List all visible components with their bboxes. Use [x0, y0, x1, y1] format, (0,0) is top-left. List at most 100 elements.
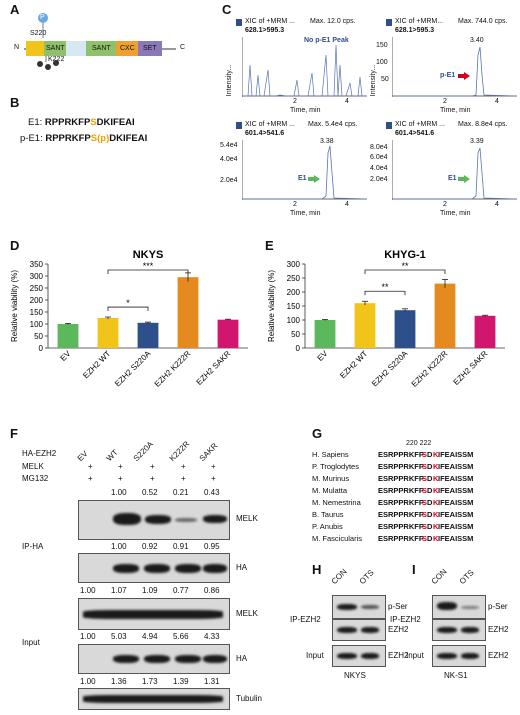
blot-ip-ha: [78, 553, 230, 583]
condition-label: K222R: [167, 439, 192, 463]
phospho-marker: P: [40, 14, 45, 21]
position-labels: 220 222: [406, 440, 432, 447]
bar: [217, 319, 239, 348]
n-terminus-label: N: [14, 44, 20, 51]
species-name: H. Sapiens: [312, 450, 349, 459]
y-axis-label: Relative viability (%): [267, 270, 276, 342]
e1-seq-s: S: [90, 117, 97, 128]
xic-title: XIC of +MRM ...: [245, 18, 295, 25]
seq-residue-221: D: [427, 534, 433, 543]
group-label-ip: IP-HA: [22, 542, 44, 551]
y-tick-label: 100: [287, 316, 301, 325]
seq-residue-221: D: [427, 522, 433, 531]
significance-label: **: [401, 261, 409, 271]
seq-residue-222: K: [433, 534, 439, 543]
x-tick-label: EV: [59, 349, 73, 363]
x-tick-label: EZH2 S220A: [370, 349, 410, 389]
seq-prefix: ESRPPRKFP: [378, 510, 424, 519]
bar: [137, 322, 159, 348]
blot-ezh2-ip: [432, 619, 486, 641]
xic-ylabel: Intensity...: [370, 64, 378, 97]
seq-residue-220: S: [422, 498, 428, 507]
panel-e-label: E: [265, 238, 274, 253]
seq-residue-220: S: [422, 450, 428, 459]
quant-value: 4.94: [142, 632, 158, 641]
species-name: B. Taurus: [312, 510, 344, 519]
peptide-e1: E1: RPPRKFPSDKIFEAI: [28, 117, 135, 128]
xic-annotation: E1: [298, 175, 307, 182]
xic-ytick: 2.0e4: [220, 177, 238, 184]
condition-label: S220A: [131, 439, 155, 463]
bar: [177, 277, 199, 348]
quant-value: 5.66: [173, 632, 189, 641]
quant-value: 1.00: [80, 632, 96, 641]
xic-xtick: 4: [495, 98, 499, 105]
e1-seq-a: RPPRKFP: [44, 117, 91, 128]
blot-label: Tubulin: [236, 694, 262, 703]
blot-label: HA: [236, 563, 248, 572]
xic-transition: 628.1>595.3: [245, 27, 285, 34]
bar: [314, 320, 336, 348]
xic-annotation: p-E1: [440, 72, 456, 79]
xic-xtick: 4: [345, 98, 349, 105]
xic-annotation: No p-E1 Peak: [304, 37, 349, 44]
quant-value: 1.07: [111, 586, 127, 595]
xic-annotation: E1: [448, 175, 457, 182]
x-tick-label: EZH2 SAKR: [195, 349, 233, 387]
seq-residue-222: K: [433, 450, 439, 459]
y-tick-label: 50: [34, 332, 43, 341]
species-name: M. Murinus: [312, 474, 350, 483]
xic-ytick: 6.0e4: [370, 154, 388, 161]
blot-label: EZH2: [488, 651, 509, 660]
blot-label: p-Ser: [488, 602, 508, 611]
group-label-input: Input: [306, 651, 324, 660]
seq-residue-222: K: [433, 486, 439, 495]
x-tick-label: EV: [316, 349, 330, 363]
seq-prefix: ESRPPRKFP: [378, 486, 424, 495]
seq-residue-222: K: [433, 498, 439, 507]
panel-i-label: I: [412, 562, 416, 577]
sign: +: [181, 474, 186, 483]
sign: +: [118, 474, 123, 483]
xic-plot-2: XIC of +MRM... Max. 744.0 cps. 628.1>595…: [370, 17, 517, 117]
bar: [97, 318, 119, 348]
seq-suffix: IFEAISSM: [438, 462, 474, 471]
y-axis-label: Relative viability (%): [10, 270, 19, 342]
blot-ezh2-input: [432, 645, 486, 667]
condition-con: CON: [429, 567, 449, 586]
xic-xlabel: Time, min: [290, 107, 321, 114]
blot-label: MELK: [236, 514, 258, 523]
blot-input-melk: [78, 598, 230, 630]
blot-p-ser: [332, 595, 386, 619]
blot-label: p-Ser: [388, 602, 408, 611]
pe1-seq-b: DKIFEAI: [109, 133, 148, 144]
x-tick-label: EZH2 K222R: [153, 349, 193, 389]
quant-value: 1.00: [111, 542, 127, 551]
xic-peak-label: 3.38: [320, 138, 334, 145]
xic-ytick: 5.4e4: [220, 142, 238, 149]
y-tick-label: 200: [30, 296, 44, 305]
seq-residue-221: D: [427, 510, 433, 519]
seq-suffix: IFEAISSM: [438, 534, 474, 543]
s220-label: S220: [30, 30, 47, 37]
significance-label: **: [381, 282, 389, 292]
condition-con: CON: [329, 567, 349, 586]
sign: +: [118, 462, 123, 471]
xic-ytick: 50: [381, 76, 389, 83]
row-label-melk: MELK: [22, 462, 44, 471]
row-label-ha-ezh2: HA-EZH2: [22, 449, 57, 458]
xic-icon: [386, 19, 392, 26]
panel-g-label: G: [312, 426, 323, 441]
x-tick-label: EZH2 S220A: [113, 349, 153, 389]
pe1-label: p-E1:: [20, 133, 43, 144]
significance-bracket: [107, 306, 149, 312]
species-name: M. Fascicularis: [312, 534, 363, 543]
quant-value: 0.52: [142, 488, 158, 497]
sign: +: [211, 462, 216, 471]
x-tick-label: EZH2 WT: [338, 349, 369, 380]
xic-icon: [386, 122, 392, 129]
blot-ezh2-ip: [332, 619, 386, 641]
xic-xtick: 2: [293, 201, 297, 208]
y-tick-label: 100: [30, 320, 44, 329]
quant-value: 0.95: [204, 542, 220, 551]
